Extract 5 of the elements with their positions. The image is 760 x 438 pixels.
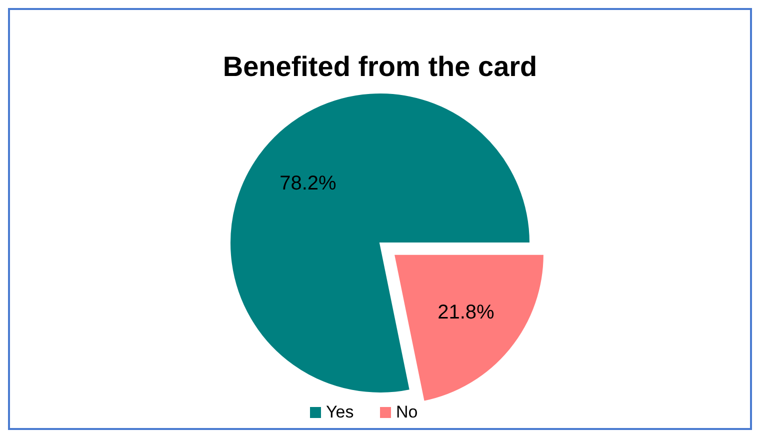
legend-label: Yes <box>326 402 354 422</box>
data-label: 21.8% <box>438 301 495 324</box>
chart-title: Benefited from the card <box>222 51 538 82</box>
legend-label: No <box>396 402 418 422</box>
data-label: 78.2% <box>280 172 337 194</box>
